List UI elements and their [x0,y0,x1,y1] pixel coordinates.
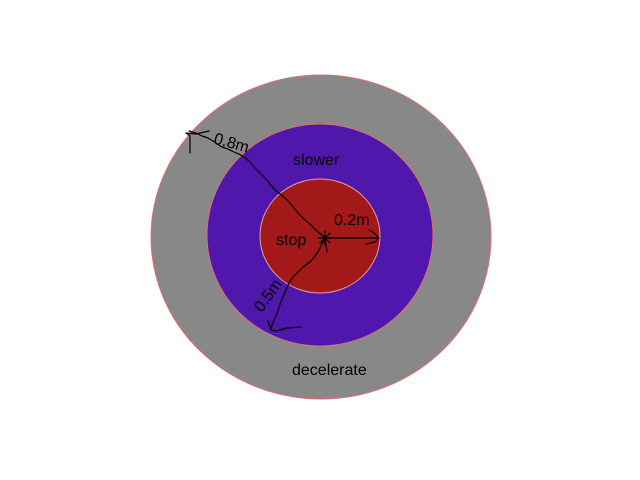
arrowhead-inner [365,229,380,245]
label-decelerate: decelerate [292,362,367,379]
center-marker [317,230,333,253]
zone-inner-stop [259,178,381,294]
radius-line-middle [270,237,326,331]
arrowhead-middle [267,320,302,332]
radius-label-0.2m: 0.2m [334,212,370,229]
label-slower: slower [293,152,340,169]
label-stop: stop [276,232,306,249]
radius-line-outer [188,130,326,239]
arrowhead-outer [185,130,210,154]
